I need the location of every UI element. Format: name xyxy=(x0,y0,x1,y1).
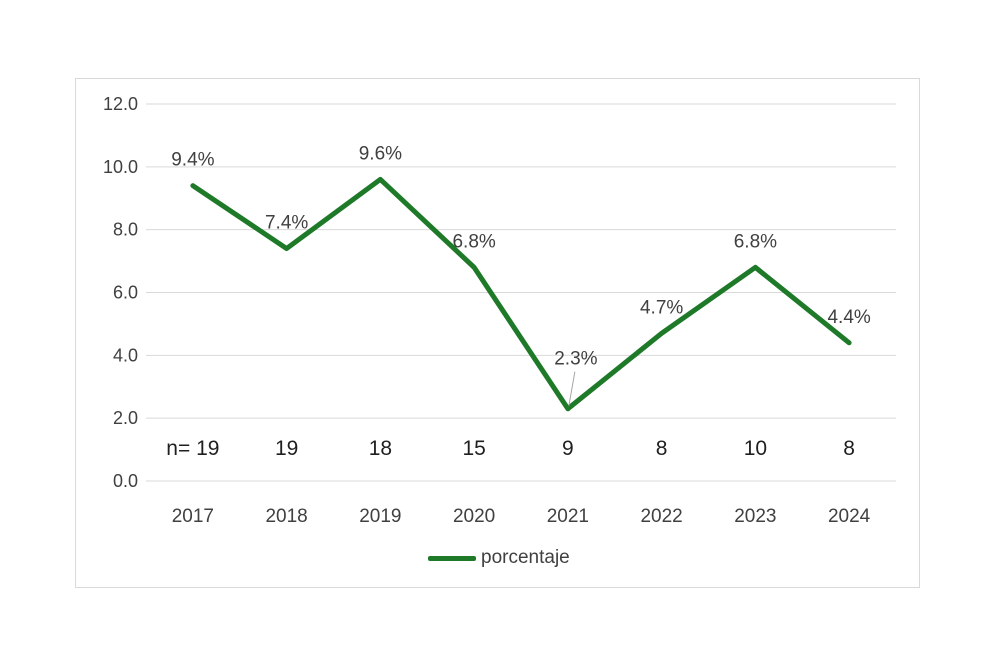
y-axis-tick-label: 2.0 xyxy=(113,408,138,428)
n-count-label: n= 19 xyxy=(166,437,219,460)
n-count-label: 10 xyxy=(744,437,767,460)
legend-line-marker xyxy=(428,555,476,561)
y-axis-tick-label: 6.0 xyxy=(113,283,138,303)
data-label: 4.7% xyxy=(640,297,683,318)
y-axis-tick-label: 0.0 xyxy=(113,471,138,491)
legend-label: porcentaje xyxy=(481,547,570,568)
y-axis-tick-label: 10.0 xyxy=(103,157,138,177)
x-axis-tick-label: 2018 xyxy=(265,506,307,527)
data-label: 6.8% xyxy=(452,231,495,252)
n-count-label: 18 xyxy=(369,437,392,460)
y-axis-tick-label: 4.0 xyxy=(113,345,138,365)
x-axis-tick-label: 2022 xyxy=(640,506,682,527)
data-label-leader-line xyxy=(568,371,576,406)
x-axis-tick-label: 2020 xyxy=(453,506,495,527)
data-label: 9.6% xyxy=(359,143,402,164)
y-axis-tick-label: 12.0 xyxy=(103,94,138,114)
data-label: 7.4% xyxy=(265,213,308,234)
y-axis-tick-label: 8.0 xyxy=(113,220,138,240)
n-count-label: 8 xyxy=(656,437,668,460)
chart-svg: 0.0 2.0 4.0 6.0 8.0 10.0 12.0 9.4% 7.4% 9.6% 6.8% 2… xyxy=(103,94,896,527)
x-axis-tick-label: 2017 xyxy=(172,506,214,527)
data-label: 9.4% xyxy=(171,150,214,171)
data-label: 6.8% xyxy=(734,231,777,252)
chart-frame: 0.0 2.0 4.0 6.0 8.0 10.0 12.0 9.4% 7.4% 9.6% 6.8% 2… xyxy=(75,78,920,588)
n-count-label: 19 xyxy=(275,437,298,460)
x-axis-tick-label: 2019 xyxy=(359,506,401,527)
x-axis-tick-label: 2023 xyxy=(734,506,776,527)
n-count-label: 9 xyxy=(562,437,574,460)
data-label: 4.4% xyxy=(827,307,870,328)
series-line-porcentaje xyxy=(190,176,852,412)
n-count-label: 15 xyxy=(462,437,485,460)
n-count-label: 8 xyxy=(843,437,855,460)
x-axis-tick-label: 2024 xyxy=(828,506,871,527)
x-axis-tick-label: 2021 xyxy=(547,506,589,527)
legend: porcentaje xyxy=(428,547,570,569)
data-label: 2.3% xyxy=(554,349,597,370)
